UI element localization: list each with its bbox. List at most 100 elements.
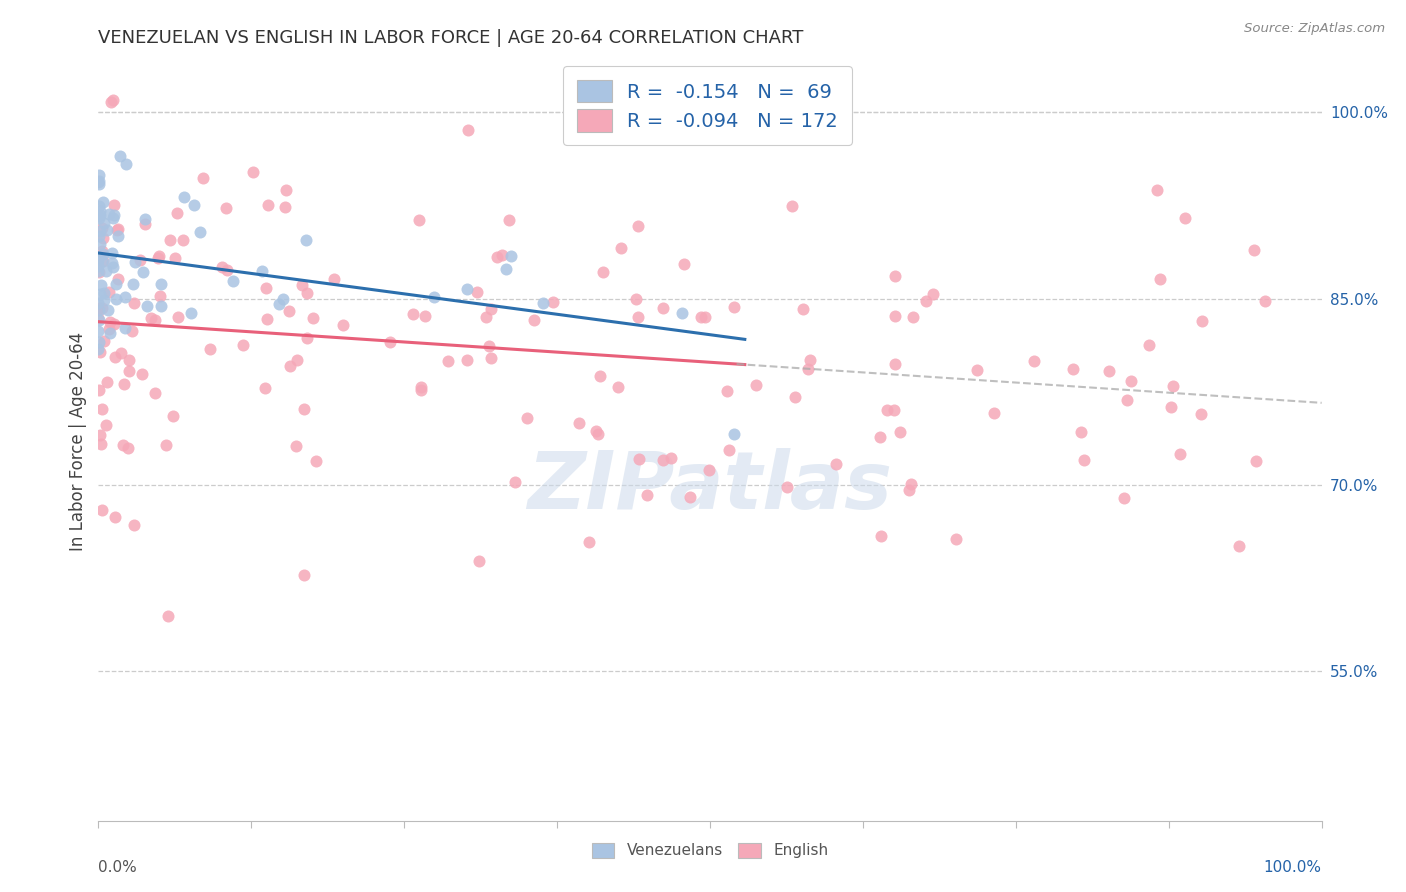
Point [295, 233, 318, 247]
Point [1191, 314, 1213, 328]
Text: 0.0%: 0.0% [98, 860, 138, 874]
Point [89, 208, 111, 222]
Point [297, 330, 319, 344]
Point [100, 315, 122, 329]
Point [162, 409, 184, 423]
Point [105, 223, 128, 237]
Point [101, 260, 124, 275]
Point [124, 255, 146, 269]
Point [568, 417, 591, 431]
Point [897, 483, 920, 498]
Point [97, 302, 120, 317]
Text: ZIPatlas: ZIPatlas [527, 448, 893, 526]
Point [100, 246, 122, 260]
Point [983, 406, 1005, 420]
Point [110, 345, 132, 359]
Point [242, 165, 264, 179]
Point [659, 450, 682, 465]
Point [166, 206, 188, 220]
Point [87, 311, 110, 326]
Point [108, 149, 131, 163]
Point [87, 229, 110, 244]
Point [966, 363, 988, 377]
Point [87, 211, 110, 225]
Point [302, 310, 325, 325]
Point [776, 480, 799, 494]
Point [104, 351, 127, 365]
Point [89, 345, 111, 359]
Point [253, 381, 276, 395]
Point [273, 200, 295, 214]
Point [592, 265, 614, 279]
Point [173, 190, 195, 204]
Point [167, 310, 190, 324]
Point [252, 264, 274, 278]
Point [271, 292, 294, 306]
Point [457, 123, 479, 137]
Point [285, 353, 308, 368]
Point [91, 253, 114, 268]
Point [232, 337, 254, 351]
Point [96, 223, 118, 237]
Point [456, 353, 478, 368]
Point [87, 168, 110, 182]
Point [89, 174, 111, 188]
Point [90, 278, 112, 293]
Point [780, 199, 803, 213]
Point [98, 285, 121, 300]
Point [134, 217, 156, 231]
Point [883, 310, 905, 324]
Point [121, 324, 143, 338]
Point [257, 198, 280, 212]
Point [87, 301, 110, 315]
Point [627, 451, 650, 466]
Point [91, 194, 114, 209]
Point [491, 247, 513, 261]
Point [90, 221, 112, 235]
Point [103, 208, 125, 222]
Point [610, 241, 633, 255]
Point [627, 219, 650, 234]
Point [1146, 183, 1168, 197]
Point [89, 384, 111, 398]
Point [876, 403, 898, 417]
Point [824, 457, 846, 471]
Point [269, 296, 291, 310]
Point [159, 233, 181, 247]
Point [1189, 407, 1212, 421]
Point [118, 364, 141, 378]
Point [870, 528, 893, 542]
Point [889, 425, 911, 439]
Point [699, 463, 721, 477]
Point [485, 250, 508, 264]
Point [723, 300, 745, 314]
Point [723, 426, 745, 441]
Point [1161, 378, 1184, 392]
Point [89, 237, 111, 252]
Point [578, 534, 600, 549]
Point [624, 292, 647, 306]
Point [136, 299, 159, 313]
Point [468, 553, 491, 567]
Point [883, 269, 905, 284]
Point [101, 93, 124, 107]
Point [188, 225, 211, 239]
Point [112, 438, 135, 452]
Point [1022, 354, 1045, 368]
Point [585, 424, 607, 438]
Point [1149, 272, 1171, 286]
Point [671, 306, 693, 320]
Point [291, 278, 314, 293]
Point [104, 509, 127, 524]
Point [118, 352, 141, 367]
Y-axis label: In Labor Force | Age 20-64: In Labor Force | Age 20-64 [69, 332, 87, 551]
Point [498, 212, 520, 227]
Point [456, 282, 478, 296]
Point [284, 439, 307, 453]
Point [322, 271, 344, 285]
Point [607, 380, 630, 394]
Point [883, 402, 905, 417]
Point [799, 353, 821, 368]
Point [191, 170, 214, 185]
Point [276, 183, 298, 197]
